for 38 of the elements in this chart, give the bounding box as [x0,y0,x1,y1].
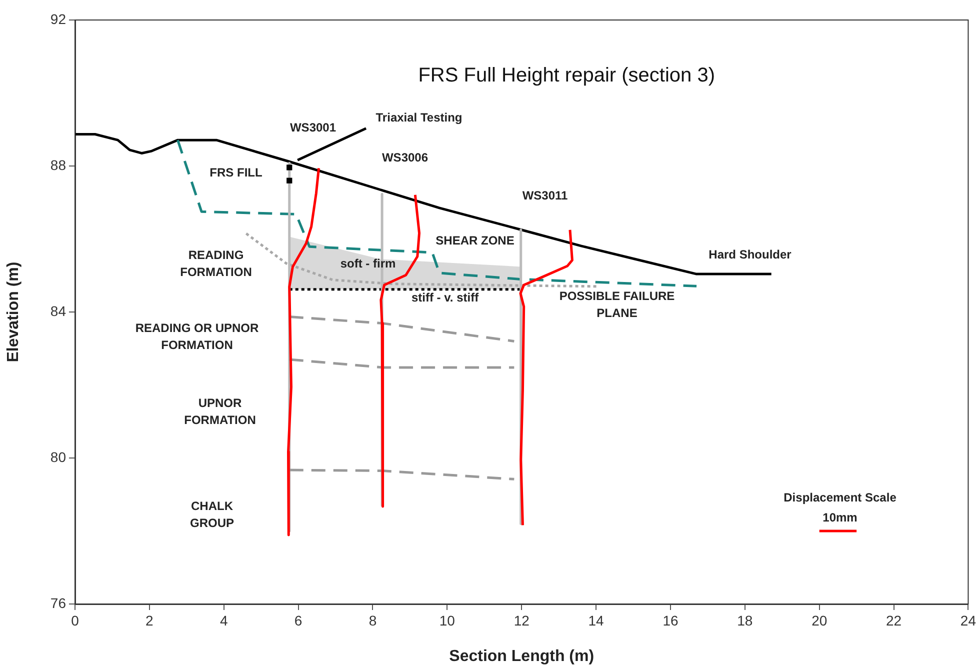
x-tick-label: 18 [737,612,753,628]
annotation: SHEAR ZONE [436,233,514,248]
y-tick-label: 88 [50,156,66,173]
y-axis-title: Elevation (m) [5,262,22,362]
x-tick-label: 14 [588,612,604,628]
annotation: Displacement Scale [784,490,897,504]
x-axis-title: Section Length (m) [449,648,594,665]
annotation: WS3011 [522,188,568,202]
x-tick-label: 20 [812,612,828,628]
x-tick-label: 6 [294,612,302,628]
x-tick-label: 16 [662,612,678,628]
x-tick-label: 12 [514,612,530,628]
text: FRS Full Height repair (section 3) [418,64,715,87]
annotation: WS3006 [382,150,428,164]
annotation: WS3001 [290,120,336,134]
x-tick-label: 8 [368,612,377,628]
annotation: Hard Shoulder [708,247,792,262]
line-series [176,138,698,288]
x-tick-label: 10 [439,612,456,628]
annotation: 10mm [822,510,858,524]
annotation: CHALK GROUP [190,498,234,530]
annotation: READING FORMATION [180,248,252,279]
y-tick-label: 80 [50,448,66,465]
annotation: UPNOR FORMATION [184,396,256,427]
x-tick-label: 4 [220,612,228,628]
x-tick-label: 24 [960,612,976,628]
annotation: FRS FILL [210,165,262,180]
annotation: POSSIBLE FAILURE PLANE [559,288,675,320]
annotation: stiff - v. stiff [411,290,480,304]
y-tick-label: 92 [50,10,66,27]
x-tick-label: 0 [71,612,80,628]
y-tick-label: 76 [50,594,66,611]
annotation: READING OR UPNOR FORMATION [135,320,259,352]
y-tick-label: 84 [50,302,66,319]
annotation: Triaxial Testing [376,110,462,124]
annotation: soft - firm [340,256,396,270]
x-tick-label: 2 [146,612,154,628]
x-tick-label: 22 [886,612,902,628]
